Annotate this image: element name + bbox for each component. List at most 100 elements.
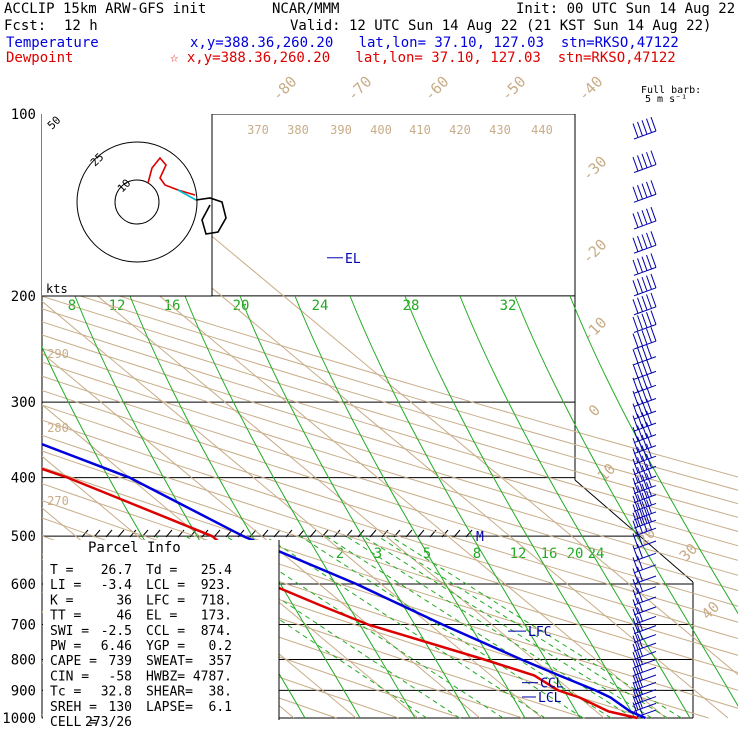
barb-feather	[646, 422, 652, 437]
theta-label: 440	[531, 123, 553, 137]
barb-shaft	[633, 410, 657, 420]
barb-feather	[637, 680, 643, 695]
parcel-key: LCL =	[146, 578, 185, 593]
barb-feather	[650, 231, 657, 246]
barb-feather	[641, 423, 648, 439]
parcel-value: 739	[109, 654, 132, 669]
dry-adiabat	[42, 334, 738, 547]
barb-feather	[637, 485, 643, 500]
barb-shaft	[633, 485, 657, 495]
barb-feather	[641, 295, 648, 311]
barb-feather	[637, 607, 643, 622]
barb-shaft	[633, 193, 657, 203]
barb-feather	[641, 153, 648, 169]
barb-feather	[641, 360, 648, 375]
theta-label: 370	[247, 123, 269, 137]
barb-feather	[632, 237, 639, 252]
barb-shaft	[633, 540, 657, 550]
barb-shaft	[633, 625, 657, 635]
barb-feather	[641, 120, 648, 135]
pressure-tick-label: 800	[11, 652, 36, 668]
barb-feather	[637, 401, 643, 417]
barb-feather	[646, 208, 652, 223]
parcel-key: SWEAT=	[146, 654, 193, 669]
wind-barb	[632, 180, 657, 203]
barb-feather	[637, 543, 643, 559]
barb-feather	[646, 152, 652, 167]
barb-feather	[637, 494, 643, 509]
dry-adiabat	[42, 419, 738, 640]
barb-feather	[646, 254, 652, 270]
barb-feather	[641, 400, 648, 415]
dry-adiabat	[42, 389, 738, 607]
wind-barb	[632, 443, 657, 465]
barb-feather	[637, 476, 643, 491]
barb-feather	[637, 625, 643, 640]
barb-feather	[637, 362, 643, 377]
dry-adiabat	[42, 361, 738, 576]
dry-adiabat	[42, 308, 738, 518]
parcel-value: 32.8	[101, 685, 132, 700]
sounding-profiles	[42, 442, 646, 720]
parcel-value: 173.	[201, 609, 232, 624]
parcel-value: 26.7	[101, 563, 132, 578]
header-fcst-value: 12 h	[64, 18, 98, 34]
barb-feather	[650, 150, 657, 165]
barb-shaft	[633, 475, 657, 485]
parcel-value: 0.2	[209, 639, 232, 654]
dry-adiabat	[42, 466, 738, 691]
theta-label: 410	[409, 123, 431, 137]
isotherm-label: -10	[579, 314, 611, 346]
moist-adiabat	[569, 295, 738, 615]
barb-feather	[637, 577, 643, 592]
barb-shaft	[633, 552, 657, 562]
barb-feather	[637, 436, 643, 451]
theta-label: 390	[330, 123, 352, 137]
parcel-value: 874.	[201, 624, 232, 639]
barb-feather	[650, 253, 657, 268]
wind-barb	[632, 206, 657, 230]
barb-feather	[641, 256, 648, 271]
barb-feather	[632, 213, 639, 228]
parcel-value: 38.	[209, 685, 232, 700]
barb-feather	[646, 499, 652, 514]
temperature-profile	[42, 442, 646, 720]
barb-feather	[637, 258, 643, 273]
mixing-ratio-line	[362, 535, 652, 719]
theta-label: 420	[449, 123, 471, 137]
barb-feather	[650, 180, 657, 195]
dry-adiabat	[42, 404, 738, 623]
dry-adiabat	[42, 375, 738, 592]
parcel-key: TT =	[50, 609, 81, 624]
wind-barb	[632, 694, 657, 712]
barb-shaft	[633, 164, 657, 174]
barb-feather	[641, 483, 648, 499]
barb-shaft	[633, 370, 657, 380]
barb-feather	[632, 316, 639, 332]
mixing-ratio-label: 8	[473, 546, 481, 562]
barb-feather	[637, 633, 643, 649]
barb-feather	[637, 331, 643, 347]
parcel-value: -58	[109, 669, 132, 684]
dry-adiabat	[42, 271, 738, 478]
mixing-ratio-line	[325, 535, 612, 719]
parcel-key: K =	[50, 593, 74, 608]
mixing-ratio-label: 28	[403, 298, 420, 314]
barb-shaft	[633, 642, 657, 652]
dry-adiabat	[42, 283, 738, 491]
mixing-ratio-line	[345, 535, 634, 719]
el-marker-label: EL	[345, 252, 361, 267]
hodograph-trace-black	[195, 197, 227, 235]
pressure-tick-label: 100	[11, 107, 36, 123]
isotherm-label: -60	[421, 73, 453, 105]
barb-feather	[646, 181, 652, 197]
mixing-ratio-label: 24	[588, 546, 605, 562]
parcel-value: 36	[116, 593, 132, 608]
isotherm-label: -80	[269, 73, 301, 105]
barb-shaft	[633, 324, 657, 333]
barb-feather	[637, 211, 643, 227]
legend-dewpoint-label: Dewpoint	[6, 50, 74, 66]
barb-feather	[646, 482, 652, 497]
barb-shaft	[633, 666, 657, 676]
